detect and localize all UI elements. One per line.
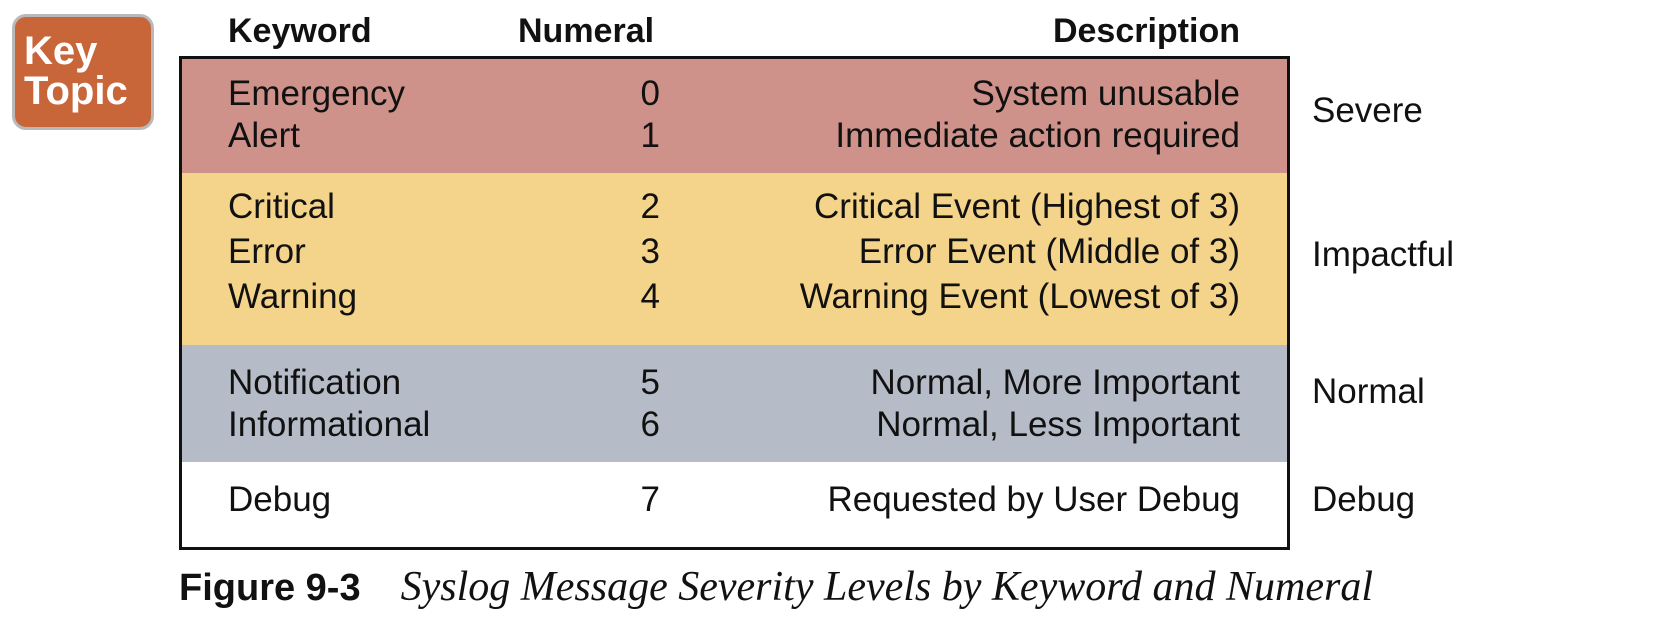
- row-description: System unusable: [971, 74, 1240, 113]
- row-numeral: 4: [640, 277, 660, 316]
- row-description: Error Event (Middle of 3): [858, 232, 1240, 271]
- group-label-debug: Debug: [1312, 480, 1416, 519]
- row-numeral: 2: [640, 187, 660, 226]
- key-topic-line-1: Key: [24, 29, 98, 73]
- row-keyword: Warning: [228, 277, 358, 316]
- header-numeral: Numeral: [518, 12, 655, 50]
- row-keyword: Error: [228, 232, 306, 271]
- band-normal: [182, 345, 1287, 462]
- band-impactful: [182, 173, 1287, 345]
- row-description: Requested by User Debug: [827, 480, 1240, 519]
- figure-title: Syslog Message Severity Levels by Keywor…: [400, 564, 1374, 610]
- group-label-normal: Normal: [1312, 372, 1425, 411]
- row-keyword: Informational: [228, 405, 431, 444]
- header-description: Description: [1052, 12, 1240, 50]
- figure-caption: Figure 9-3 Syslog Message Severity Levels…: [179, 562, 1373, 621]
- band-severe: [182, 59, 1287, 173]
- group-label-impactful: Impactful: [1312, 235, 1454, 274]
- row-numeral: 6: [640, 405, 660, 444]
- severity-table-frame: [179, 56, 1290, 550]
- row-description: Warning Event (Lowest of 3): [799, 277, 1240, 316]
- row-keyword: Emergency: [228, 74, 406, 113]
- key-topic-line-2: Topic: [24, 69, 128, 113]
- figure-number: Figure 9-3: [179, 567, 361, 609]
- row-description: Critical Event (Highest of 3): [814, 187, 1240, 226]
- row-keyword: Critical: [228, 187, 335, 226]
- row-keyword: Notification: [228, 363, 402, 402]
- row-numeral: 5: [640, 363, 660, 402]
- band-debug: [182, 462, 1287, 547]
- row-description: Normal, More Important: [870, 363, 1240, 402]
- row-numeral: 3: [640, 232, 660, 271]
- row-keyword: Alert: [228, 116, 300, 155]
- header-keyword: Keyword: [228, 12, 372, 50]
- row-numeral: 7: [640, 480, 660, 519]
- row-keyword: Debug: [228, 480, 332, 519]
- row-description: Normal, Less Important: [876, 405, 1240, 444]
- row-description: Immediate action required: [835, 116, 1240, 155]
- row-numeral: 1: [640, 116, 660, 155]
- row-numeral: 0: [640, 74, 660, 113]
- key-topic-badge: Key Topic: [12, 14, 154, 130]
- group-label-severe: Severe: [1312, 91, 1423, 130]
